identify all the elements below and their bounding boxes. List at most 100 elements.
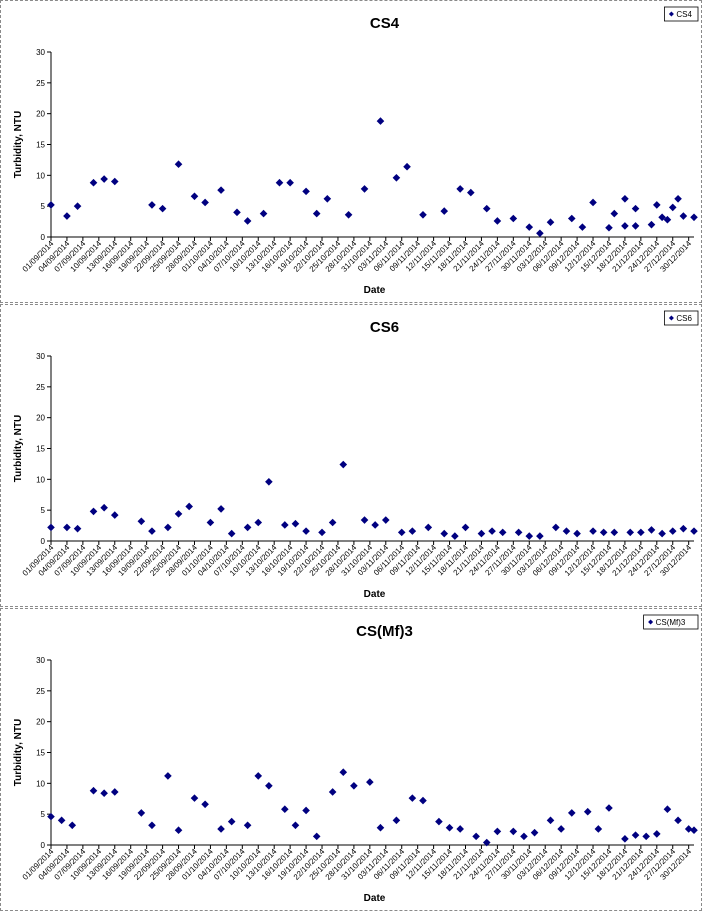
y-tick-label: 25	[36, 687, 45, 696]
data-point	[621, 222, 629, 230]
data-point	[493, 827, 502, 836]
data-point	[424, 523, 433, 532]
data-point	[57, 816, 66, 825]
y-tick-label: 30	[36, 48, 45, 57]
data-point	[461, 523, 470, 532]
data-point	[323, 194, 332, 203]
data-point	[668, 527, 677, 535]
data-point	[174, 510, 183, 518]
legend-box	[664, 310, 699, 326]
data-point	[679, 212, 688, 220]
y-tick-label: 30	[36, 352, 45, 361]
data-point	[137, 809, 146, 817]
data-point	[376, 117, 385, 125]
y-tick-label: 15	[36, 141, 45, 150]
y-tick-label: 5	[41, 506, 46, 515]
data-point	[435, 817, 443, 826]
y-tick-label: 25	[36, 383, 45, 392]
data-point	[514, 528, 523, 537]
chart-title: CS(Mf)3	[356, 623, 413, 640]
data-point	[631, 831, 640, 839]
data-point	[100, 503, 108, 512]
legend-label: CS4	[676, 10, 692, 19]
data-point	[653, 201, 661, 209]
data-point	[637, 528, 645, 537]
data-point	[243, 821, 252, 830]
data-point	[201, 800, 209, 809]
data-point	[647, 526, 656, 534]
data-point	[525, 223, 534, 231]
chart-title: CS4	[370, 15, 400, 32]
data-point	[684, 825, 693, 833]
data-point	[589, 198, 597, 207]
y-tick-label: 20	[36, 110, 45, 119]
data-point	[403, 162, 411, 171]
data-point	[339, 460, 348, 469]
y-tick-label: 20	[36, 414, 45, 423]
data-point	[567, 214, 576, 223]
data-point	[642, 832, 650, 841]
data-point	[201, 198, 209, 207]
data-point	[148, 201, 156, 209]
data-point	[328, 788, 337, 796]
data-point	[302, 527, 310, 535]
data-point	[110, 511, 119, 519]
y-tick-label: 5	[41, 810, 46, 819]
legend-label: CS6	[676, 314, 692, 323]
data-point	[302, 187, 310, 196]
data-point	[360, 185, 369, 193]
data-point	[594, 825, 603, 833]
data-point	[47, 201, 55, 209]
data-point	[137, 517, 146, 526]
data-point	[509, 827, 518, 836]
data-point	[259, 209, 268, 218]
data-point	[233, 208, 241, 217]
data-point	[605, 804, 613, 812]
data-point	[265, 478, 273, 486]
data-point	[73, 524, 82, 533]
data-point	[286, 178, 294, 187]
data-point	[89, 786, 98, 795]
data-point	[174, 160, 183, 169]
data-point	[552, 523, 560, 532]
y-axis-label: Turbidity, NTU	[13, 415, 24, 482]
data-point	[573, 529, 581, 538]
data-point	[227, 817, 236, 826]
y-axis-label: Turbidity, NTU	[13, 719, 24, 786]
data-point	[174, 826, 183, 834]
data-point	[47, 812, 55, 821]
y-tick-label: 10	[36, 779, 45, 788]
data-point	[653, 830, 661, 838]
data-point	[392, 816, 401, 825]
data-point	[185, 502, 193, 511]
data-point	[164, 772, 172, 780]
data-point	[89, 507, 98, 516]
data-point	[366, 778, 374, 786]
chart-panel-cs6: CS6 Turbidity, NTU Date 0 5 10 15 20 25 30 01/09/2…	[0, 304, 702, 607]
data-point	[674, 816, 682, 825]
data-point	[536, 532, 544, 540]
data-point	[318, 528, 326, 537]
data-point	[562, 527, 571, 535]
data-point	[663, 215, 672, 224]
y-tick-label: 0	[41, 537, 46, 546]
data-point	[467, 188, 475, 197]
data-point	[440, 529, 449, 538]
data-point	[73, 202, 82, 210]
legend-marker	[668, 315, 674, 321]
y-tick-label: 5	[41, 202, 46, 211]
chart-panel-csmf3: CS(Mf)3 Turbidity, NTU Date 0 5 10 15 20 25 30 01/…	[0, 608, 702, 911]
data-point	[456, 185, 464, 193]
data-point	[498, 528, 507, 537]
data-point	[328, 518, 337, 527]
data-point	[408, 527, 417, 535]
data-point	[610, 209, 619, 218]
data-point	[397, 528, 406, 537]
y-tick-label: 15	[36, 445, 45, 454]
y-tick-label: 20	[36, 718, 45, 727]
data-point	[158, 204, 167, 213]
data-point	[350, 782, 358, 790]
